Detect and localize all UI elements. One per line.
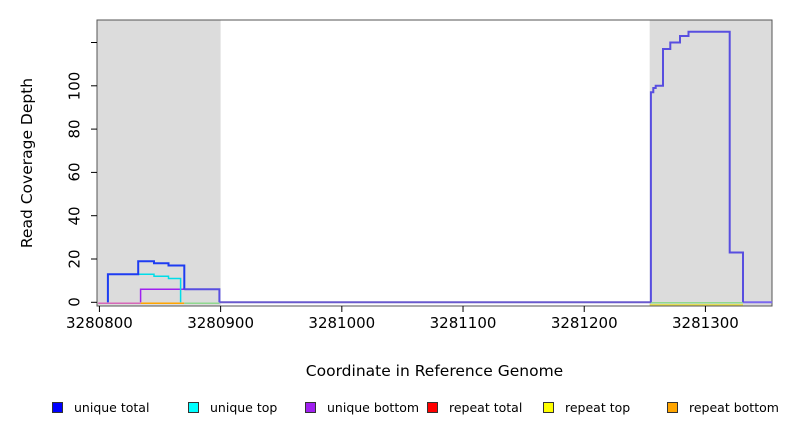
plot-box [96, 19, 773, 307]
legend-label: repeat total [449, 400, 523, 415]
legend-swatch-unique-bottom [305, 402, 316, 413]
x-tick-label: 3281200 [550, 314, 618, 332]
legend-swatch-repeat-bottom [667, 402, 678, 413]
y-axis-label: Read Coverage Depth [18, 77, 36, 249]
legend-swatch-unique-top [188, 402, 199, 413]
unique-total-left [106, 260, 186, 303]
legend-item: repeat bottom [667, 400, 779, 415]
y-tick-label: 60 [65, 162, 84, 182]
legend-item: repeat top [543, 400, 630, 415]
unique-total-left-tail [184, 288, 221, 303]
unique-total-right-block [649, 30, 744, 303]
legend-item: unique top [188, 400, 277, 415]
legend-item: repeat total [427, 400, 522, 415]
y-tick-label: 40 [65, 206, 84, 226]
y-tick-label: 100 [65, 71, 84, 101]
legend-label: unique total [74, 400, 150, 415]
legend-swatch-repeat-total [427, 402, 438, 413]
legend-swatch-unique-total [52, 402, 63, 413]
legend-label: unique bottom [327, 400, 420, 415]
y-tick-label: 80 [65, 119, 84, 139]
legend-item: unique bottom [305, 400, 419, 415]
y-tick-label: 0 [65, 297, 84, 308]
x-tick-label: 3280900 [187, 314, 255, 332]
legend-label: unique top [210, 400, 278, 415]
legend-swatch-repeat-top [543, 402, 554, 413]
y-tick-label: 20 [65, 249, 84, 269]
legend-label: repeat top [565, 400, 631, 415]
highlight-region [97, 20, 221, 306]
x-axis-label: Coordinate in Reference Genome [305, 362, 564, 380]
x-tick-label: 3280800 [66, 314, 133, 332]
highlight-region [649, 20, 773, 306]
legend-item: unique total [52, 400, 149, 415]
legend-label: repeat bottom [689, 400, 779, 415]
x-tick-label: 3281300 [672, 314, 739, 332]
x-tick-label: 3281100 [429, 314, 497, 332]
x-tick-label: 3281000 [308, 314, 376, 332]
